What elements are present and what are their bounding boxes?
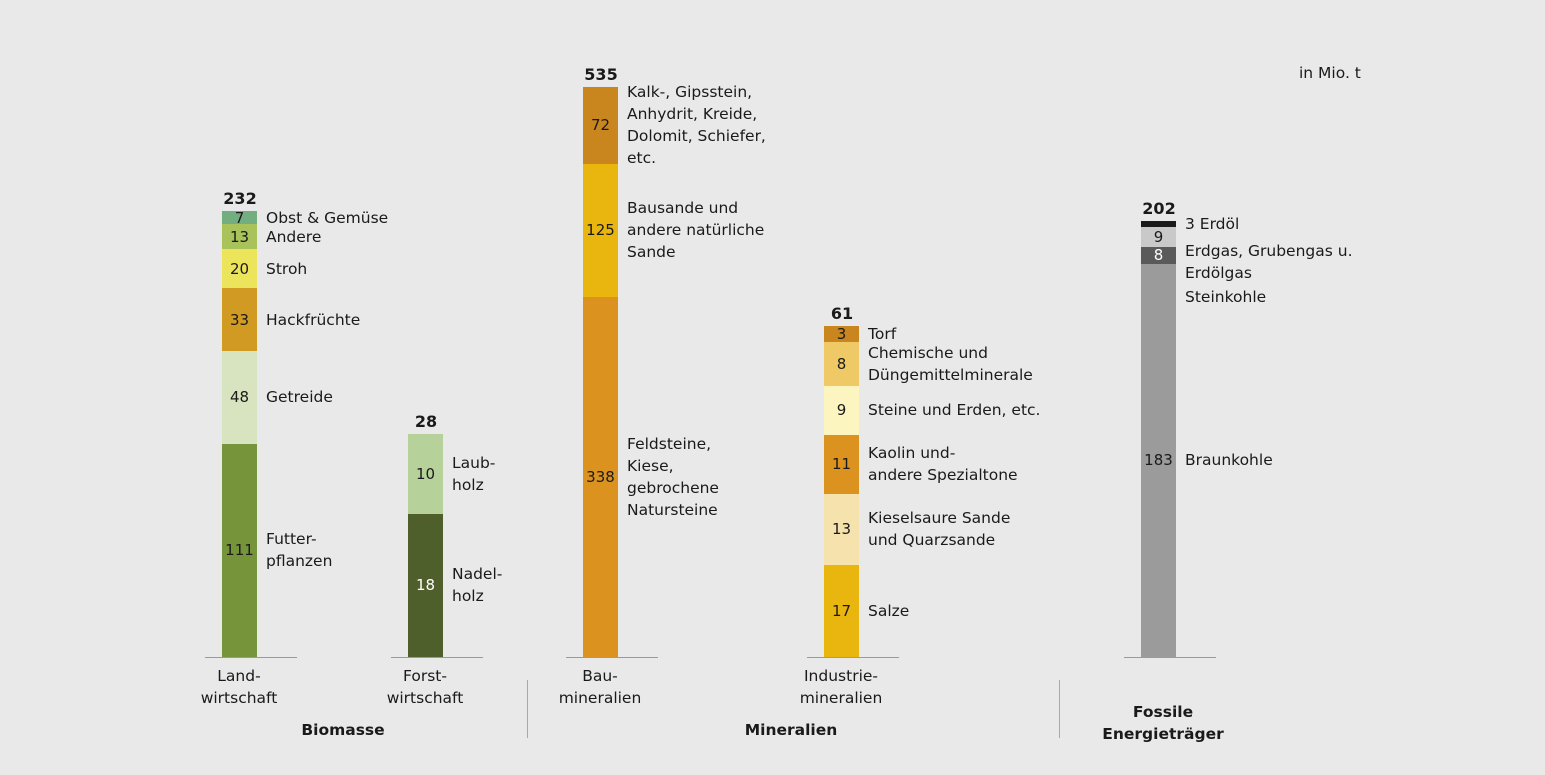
bar-segment [222, 249, 257, 288]
bar-segment [1141, 221, 1176, 228]
category-label: Industrie- mineralien [799, 667, 883, 707]
segment-label: Getreide [266, 388, 333, 407]
bar-segment [583, 296, 618, 657]
bar-segment [583, 87, 618, 164]
group-label-fossile: Fossile Energieträger [1102, 703, 1224, 743]
segment-label: Feldsteine, Kiese, gebrochene Naturstein… [627, 434, 719, 519]
segment-label: Kaolin und- andere Spezialtone [868, 444, 1018, 485]
segment-value: 7 [234, 208, 245, 227]
segment-label: Steine und Erden, etc. [868, 401, 1041, 420]
bar-segment [824, 494, 859, 565]
group-label-biomasse: Biomasse [301, 721, 385, 739]
bar-segment [408, 434, 443, 514]
bar-segment [824, 326, 859, 343]
bar-segment [222, 287, 257, 352]
bar-total: 535 [584, 65, 618, 84]
bar-segment [824, 564, 859, 657]
baseline [1124, 657, 1216, 658]
segment-label: Kieselsaure Sande und Quarzsande [868, 509, 1011, 550]
category-label: Bau- mineralien [558, 667, 642, 707]
segment-value: 9 [1153, 228, 1164, 247]
bar-segment [1141, 227, 1176, 247]
baseline [807, 657, 899, 658]
bar-segment [222, 351, 257, 444]
segment-label: Futter- pflanzen [266, 530, 333, 571]
segment-label: Kalk-, Gipsstein, Anhydrit, Kreide, Dolo… [627, 83, 766, 168]
segment-label: Hackfrüchte [266, 310, 361, 329]
bar-segment [824, 342, 859, 386]
bar-total: 232 [223, 189, 257, 208]
segment-label: Steinkohle [1185, 288, 1267, 306]
segment-value: 48 [229, 388, 250, 407]
segment-value: 9 [836, 401, 847, 420]
segment-value: 13 [831, 520, 852, 539]
bar-segment [1141, 246, 1176, 264]
segment-label: Bausande und andere natürliche Sande [627, 199, 765, 262]
segment-label: Stroh [266, 259, 308, 278]
baseline [205, 657, 297, 658]
segment-label: Erdgas, Grubengas u. Erdölgas [1185, 242, 1353, 282]
group-separator [527, 680, 528, 738]
segment-label: Braunkohle [1185, 451, 1273, 469]
baseline [391, 657, 483, 658]
group-separator [1059, 680, 1060, 738]
segment-label: 3 Erdöl [1185, 215, 1240, 233]
segment-value: 183 [1144, 451, 1173, 470]
unit-label: in Mio. t [1299, 64, 1361, 82]
bar-total: 28 [414, 412, 438, 431]
bar-total: 202 [1142, 199, 1176, 218]
segment-label: Torf [868, 325, 897, 344]
category-label: Land- wirtschaft [200, 667, 278, 707]
segment-label: Chemische und Düngemittelminerale [868, 343, 1033, 384]
segment-value: 17 [831, 601, 852, 620]
bar-segment [824, 385, 859, 435]
segment-label: Obst & Gemüse [266, 208, 389, 227]
segment-label: Laub- holz [452, 453, 496, 494]
baseline [566, 657, 658, 658]
group-label-mineralien: Mineralien [744, 721, 838, 739]
segment-value: 20 [229, 259, 250, 278]
segment-value: 3 [836, 325, 847, 344]
segment-label: Nadel- holz [452, 565, 503, 606]
segment-value: 111 [225, 541, 254, 560]
segment-value: 11 [831, 455, 852, 474]
bar-segment [222, 443, 257, 657]
segment-label: Andere [266, 227, 322, 246]
segment-value: 125 [586, 221, 615, 240]
category-label: Forst- wirtschaft [386, 667, 464, 707]
segment-value: 18 [415, 576, 436, 595]
segment-value: 13 [229, 227, 250, 246]
bar-segment [583, 163, 618, 297]
segment-value: 8 [836, 354, 847, 373]
bar-total: 61 [830, 304, 854, 323]
segment-value: 72 [590, 116, 611, 135]
bar-segment [1141, 263, 1176, 657]
segment-value: 338 [586, 467, 615, 486]
segment-value: 10 [415, 464, 436, 483]
segment-value: 8 [1153, 246, 1164, 265]
segment-label: Salze [868, 601, 910, 620]
segment-value: 33 [229, 310, 250, 329]
bar-segment [222, 211, 257, 225]
bar-segment [408, 513, 443, 657]
bar-segment [824, 434, 859, 495]
bar-segment [222, 224, 257, 250]
